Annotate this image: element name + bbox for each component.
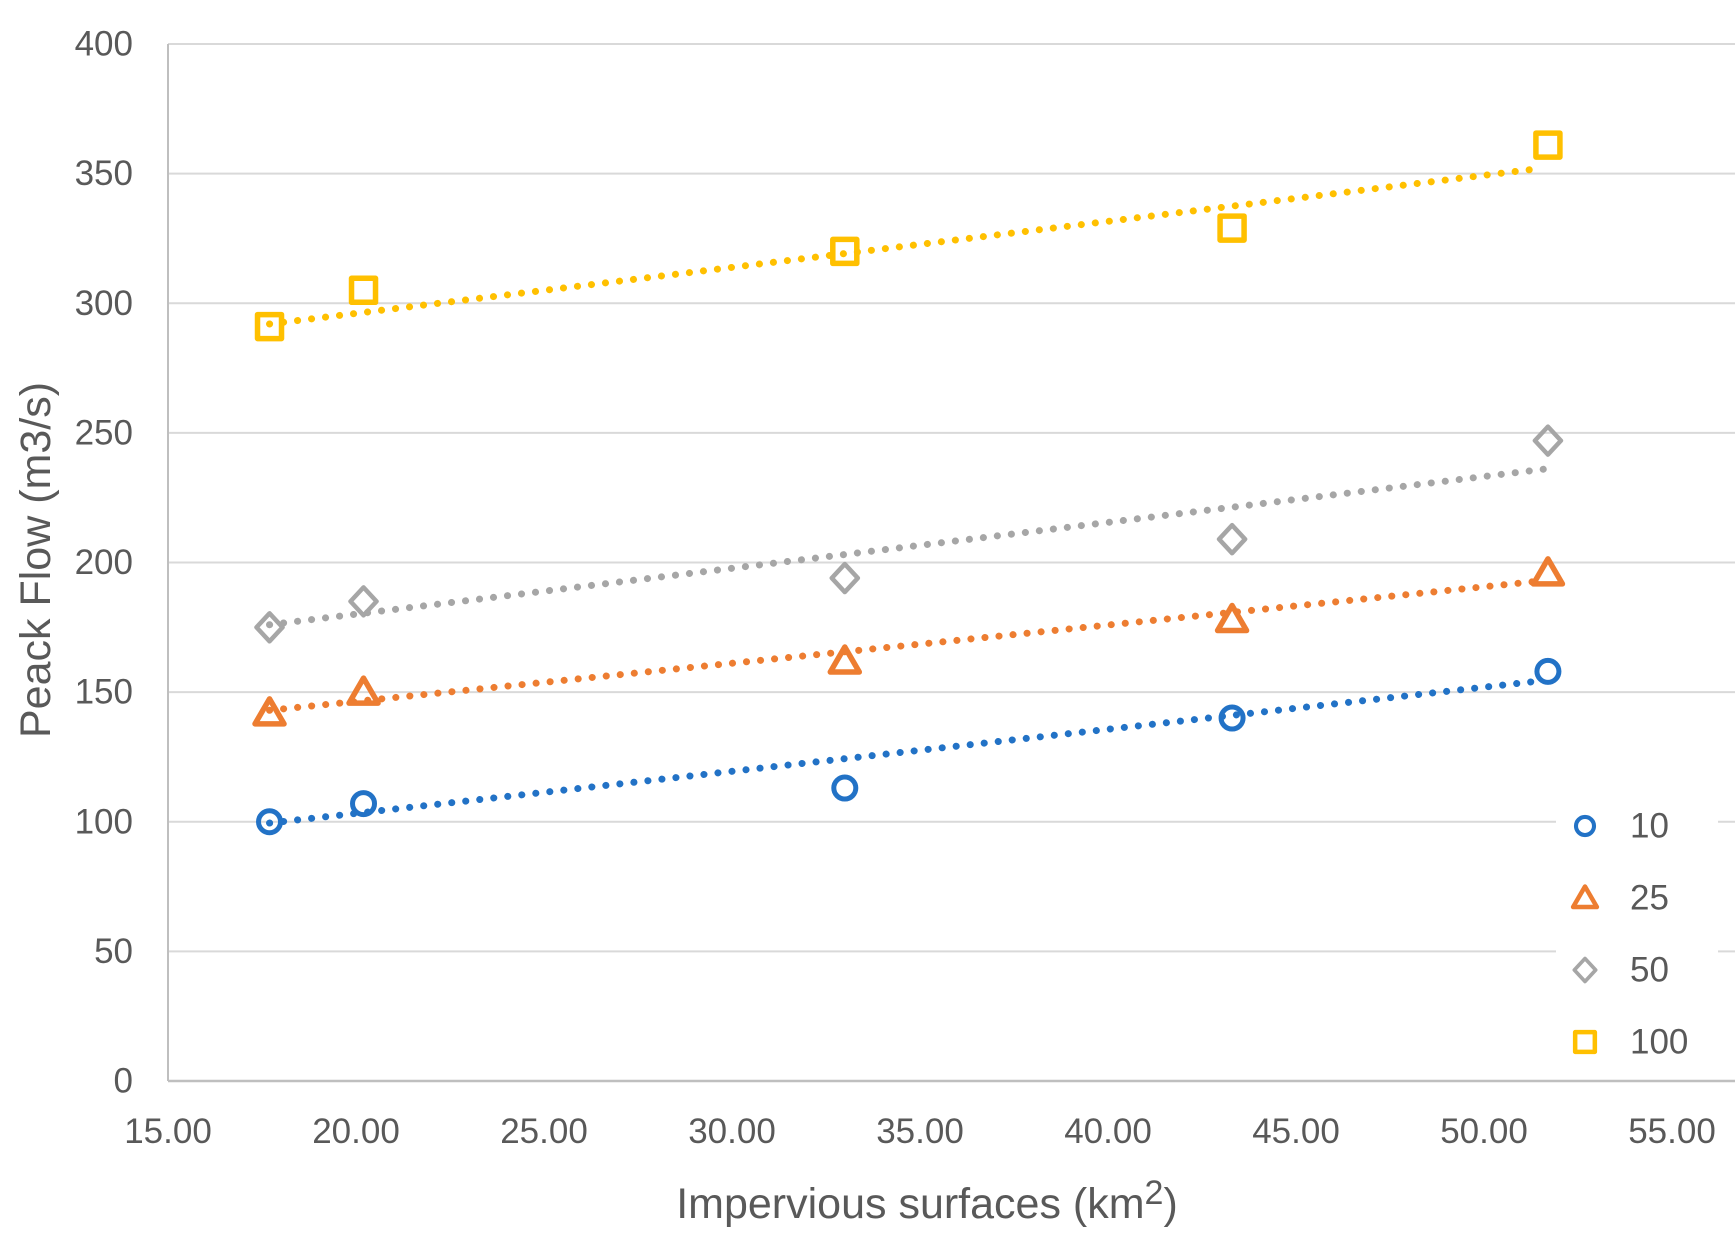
trendline-25 [266,577,1548,714]
x-axis-title-superscript: 2 [1145,1174,1164,1212]
trendline-10 [266,676,1548,827]
legend-entry-25: 25 [1570,879,1669,918]
y-tick-label: 300 [75,284,133,323]
legend-label: 25 [1630,879,1669,918]
x-tick-label: 25.00 [500,1112,588,1151]
trendline-100 [266,164,1544,328]
y-tick-label: 150 [75,673,133,712]
data-point-25 [346,675,381,706]
data-point-25 [1214,602,1250,634]
data-point-25 [252,696,287,727]
trendline-50 [266,465,1548,629]
legend-marker-circle [1573,814,1597,838]
x-tick-label: 20.00 [312,1112,400,1151]
data-point-25 [1530,556,1566,587]
data-point-50 [1216,522,1248,556]
legend-marker-square [1572,1029,1598,1055]
legend-label: 50 [1630,951,1669,990]
x-axis-title: Impervious surfaces (km2) [676,1174,1178,1228]
data-point-100 [830,236,860,267]
data-point-100 [1533,130,1563,160]
x-tick-label: 45.00 [1252,1112,1340,1151]
x-tick-label: 40.00 [1064,1112,1152,1151]
x-axis-title-close: ) [1163,1180,1177,1228]
x-tick-label: 55.00 [1628,1112,1716,1151]
data-point-10 [1218,704,1246,732]
data-point-10 [350,790,378,818]
y-tick-label: 350 [75,154,133,193]
x-tick-label: 30.00 [688,1112,776,1151]
y-tick-label: 100 [75,802,133,841]
legend-entry-100: 100 [1572,1023,1688,1062]
y-tick-label: 50 [94,932,133,971]
y-axis-title: Peack Flow (m3/s) [12,382,60,738]
legend-label: 100 [1630,1023,1688,1062]
legend-marker-triangle [1570,884,1600,910]
data-point-100 [348,275,379,306]
data-point-50 [254,611,285,644]
data-point-10 [831,774,859,802]
y-tick-label: 0 [114,1062,133,1101]
x-tick-label: 50.00 [1440,1112,1528,1151]
y-tick-label: 400 [75,25,133,64]
x-axis-title-main: Impervious surfaces (km [676,1180,1144,1228]
data-point-50 [1532,424,1564,457]
legend-entry-50: 50 [1572,951,1669,990]
x-tick-label: 35.00 [876,1112,964,1151]
legend-entry-10: 10 [1573,807,1669,846]
y-tick-label: 200 [75,543,133,582]
data-point-100 [1217,213,1247,243]
data-point-25 [827,644,863,675]
legend-label: 10 [1630,807,1669,846]
data-point-100 [254,311,285,342]
legend-marker-diamond [1572,956,1598,984]
data-point-10 [1534,657,1562,685]
data-point-10 [256,808,284,836]
x-tick-label: 15.00 [124,1112,212,1151]
data-point-50 [348,585,379,618]
data-point-50 [829,561,861,595]
y-tick-label: 250 [75,413,133,452]
